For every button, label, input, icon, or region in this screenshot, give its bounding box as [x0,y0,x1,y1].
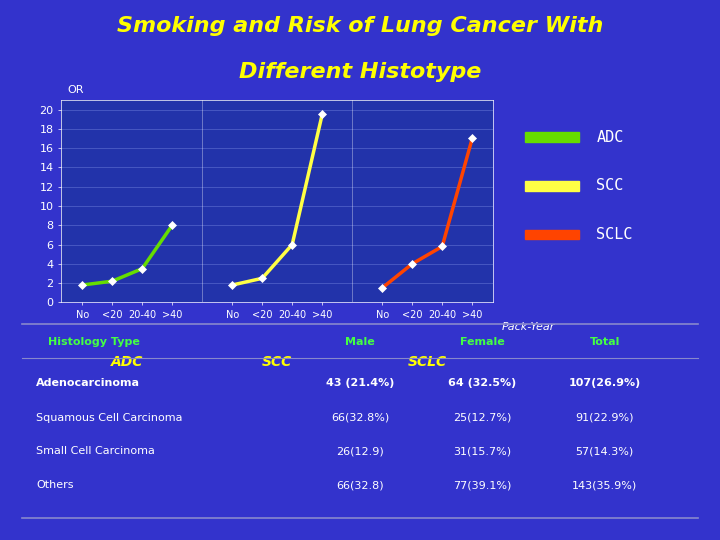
Text: OR: OR [67,85,84,95]
Text: 26(12.9): 26(12.9) [336,447,384,456]
Text: Female: Female [460,336,505,347]
Text: Pack-Year: Pack-Year [502,321,556,332]
Text: Male: Male [345,336,375,347]
Text: SCC: SCC [596,178,624,193]
Text: 57(14.3%): 57(14.3%) [576,447,634,456]
Text: Squamous Cell Carcinoma: Squamous Cell Carcinoma [36,413,182,423]
Text: 91(22.9%): 91(22.9%) [575,413,634,423]
Text: Different Histotype: Different Histotype [239,62,481,82]
Text: SCLC: SCLC [408,355,447,369]
Text: 25(12.7%): 25(12.7%) [453,413,512,423]
Text: 43 (21.4%): 43 (21.4%) [326,378,394,388]
Text: 66(32.8%): 66(32.8%) [331,413,389,423]
Text: Others: Others [36,480,73,490]
Text: ADC: ADC [111,355,143,369]
Text: ADC: ADC [596,130,624,145]
Text: 143(35.9%): 143(35.9%) [572,480,637,490]
Text: Small Cell Carcinoma: Small Cell Carcinoma [36,447,155,456]
Text: Smoking and Risk of Lung Cancer With: Smoking and Risk of Lung Cancer With [117,16,603,36]
Text: 66(32.8): 66(32.8) [336,480,384,490]
FancyArrow shape [524,132,579,142]
Text: 64 (32.5%): 64 (32.5%) [449,378,516,388]
Text: 77(39.1%): 77(39.1%) [453,480,512,490]
Text: Total: Total [590,336,620,347]
Text: 107(26.9%): 107(26.9%) [569,378,641,388]
Text: Histology Type: Histology Type [48,336,140,347]
FancyArrow shape [524,230,579,239]
Text: SCLC: SCLC [596,227,633,242]
Text: SCC: SCC [262,355,292,369]
FancyArrow shape [524,181,579,191]
Text: Adenocarcinoma: Adenocarcinoma [36,378,140,388]
Text: 31(15.7%): 31(15.7%) [454,447,511,456]
